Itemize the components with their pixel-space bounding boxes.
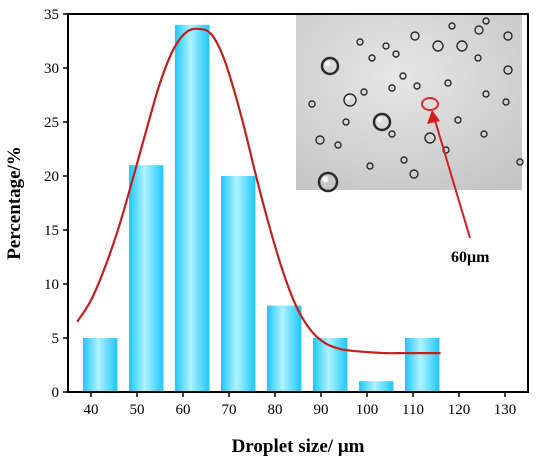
y-tick-label: 30 [44,61,59,77]
droplet-circle [482,17,490,25]
inset-background [296,14,522,190]
bar-42 [82,338,118,392]
droplet-circle [516,158,524,166]
bar-102 [358,381,394,392]
bar-72 [220,176,256,392]
droplet-circle [444,79,452,87]
droplet-circle [474,25,484,35]
droplet-circle [315,135,325,145]
y-axis-title: Percentage/% [4,146,25,260]
droplet-circle [343,93,357,107]
droplet-circle [372,112,392,132]
bar-82 [266,305,302,392]
x-tick-label: 70 [222,402,237,418]
droplet-circles [308,17,524,193]
droplet-circle [399,72,407,80]
droplet-circle [503,65,513,75]
droplet-circle [308,100,316,108]
annotation-arrow [427,110,471,239]
x-tick-label: 120 [448,402,471,418]
arrowhead-icon [427,110,440,124]
droplet-circle [317,171,339,193]
droplet-circle [432,40,444,52]
y-tick-label: 5 [52,331,60,347]
gaussian-fit-curve [76,27,441,355]
y-tick-label: 35 [44,7,59,23]
bar-112 [404,338,440,392]
annotation-label: 60μm [451,249,490,266]
droplet-circle [482,90,490,98]
droplet-circle [503,31,513,41]
plot-frame [67,13,529,393]
droplet-circle [388,130,396,138]
droplet-circle [502,98,510,106]
x-tick-label: 50 [130,402,145,418]
arrow-shaft [433,116,471,239]
x-tick-label: 60 [176,402,191,418]
droplet-highlight [346,96,351,101]
bars-layer [82,24,440,393]
x-axis-title: Droplet size/ μm [232,436,365,457]
bar-62 [174,24,210,393]
x-axis-ticks: 40 50 60 70 80 90 100 110 120 130 [84,392,517,418]
y-tick-label: 10 [44,277,59,293]
droplet-circle [342,118,350,126]
y-tick-label: 20 [44,169,59,185]
droplet-circle [356,38,364,46]
axes [67,13,529,393]
y-tick-label: 25 [44,115,59,131]
droplet-circle [382,42,390,50]
droplet-circle [320,56,340,76]
x-tick-label: 110 [402,402,424,418]
droplet-circle [410,31,420,41]
droplet-circle [368,54,376,62]
droplet-circle [388,84,396,92]
droplet-highlight [324,60,331,67]
droplet-highlight [322,176,329,183]
y-axis-ticks: 0 5 10 15 20 25 30 35 [44,7,68,401]
bar-92 [312,338,348,392]
y-tick-label: 0 [52,385,60,401]
droplet-circle [366,162,374,170]
fit-curve-layer [76,27,441,355]
x-tick-label: 80 [268,402,283,418]
highlighted-droplet [421,97,439,111]
x-tick-label: 40 [84,402,99,418]
droplet-circle [454,116,462,124]
droplet-circle [334,141,342,149]
droplet-highlight [376,116,383,123]
droplet-circle [424,132,436,144]
droplet-circle [413,82,421,90]
x-tick-label: 90 [314,402,329,418]
droplet-circle [456,40,468,52]
droplet-micrograph-inset [296,14,524,193]
droplet-circle [480,130,488,138]
x-tick-label: 100 [356,402,379,418]
droplet-circle [474,54,482,62]
droplet-circle [400,156,408,164]
droplet-circle [392,50,400,58]
droplet-circle [448,22,456,30]
droplet-circle [409,169,419,179]
x-tick-label: 130 [494,402,517,418]
bar-52 [128,165,164,392]
y-tick-label: 15 [44,223,59,239]
droplet-circle [360,88,368,96]
